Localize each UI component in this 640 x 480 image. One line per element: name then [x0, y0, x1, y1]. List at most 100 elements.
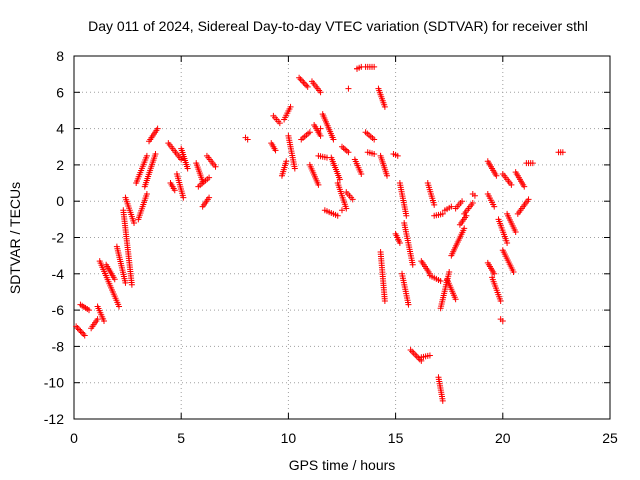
data-point [448, 203, 455, 210]
data-point [409, 348, 416, 355]
data-point [394, 152, 401, 159]
data-point [412, 351, 419, 358]
data-point [128, 281, 135, 288]
data-point [384, 172, 391, 179]
data-point [529, 160, 536, 167]
data-point [77, 327, 84, 334]
data-point [296, 74, 303, 81]
data-point [525, 196, 532, 203]
data-point [122, 279, 129, 286]
data-point [283, 158, 290, 165]
data-point [452, 296, 459, 303]
data-point [94, 316, 101, 323]
data-point [276, 120, 283, 127]
x-tick-label: 10 [281, 430, 297, 446]
data-point [297, 76, 304, 83]
y-tick-label: -10 [44, 375, 64, 391]
data-point [413, 353, 420, 360]
data-point [301, 80, 308, 87]
data-point [339, 207, 345, 214]
x-tick-label: 25 [602, 430, 618, 446]
data-point [78, 329, 85, 336]
data-point [349, 196, 356, 203]
data-point [409, 261, 416, 268]
data-point [317, 132, 324, 139]
data-point [272, 147, 279, 154]
data-point [410, 350, 417, 357]
data-point [493, 172, 500, 179]
x-tick-label: 15 [388, 430, 404, 446]
data-point [459, 198, 466, 205]
data-point [212, 163, 219, 170]
y-tick-label: 8 [56, 48, 64, 64]
data-point [371, 63, 378, 70]
data-point [206, 194, 213, 201]
y-tick-label: 4 [56, 121, 64, 137]
data-point [345, 85, 352, 92]
data-point [512, 229, 519, 236]
data-point [300, 79, 307, 86]
data-point [304, 83, 311, 90]
data-point [76, 326, 83, 333]
data-point [143, 190, 150, 197]
x-axis-label: GPS time / hours [289, 457, 396, 473]
data-point [381, 103, 388, 110]
data-point [403, 212, 410, 219]
y-tick-label: -8 [52, 338, 65, 354]
data-point [491, 203, 498, 210]
data-point [559, 149, 566, 156]
grid-lines [74, 56, 610, 419]
data-point [499, 317, 506, 324]
data-point [315, 181, 322, 188]
y-tick-label: -4 [52, 266, 65, 282]
data-point [381, 298, 388, 305]
data-point [437, 278, 444, 285]
data-point [471, 192, 478, 199]
data-point [461, 225, 468, 232]
x-tick-label: 5 [177, 430, 185, 446]
y-tick-label: 2 [56, 157, 64, 173]
data-point [358, 170, 365, 177]
data-point [491, 270, 498, 277]
data-point [180, 194, 187, 201]
data-points [73, 63, 566, 404]
y-tick-label: -2 [52, 230, 65, 246]
data-point [111, 276, 118, 283]
data-point [407, 347, 414, 354]
data-point [184, 165, 191, 172]
data-point [244, 136, 251, 143]
y-tick-label: 0 [56, 193, 64, 209]
data-point [86, 307, 93, 314]
data-point [521, 183, 528, 190]
data-point [354, 65, 361, 72]
data-point [330, 136, 337, 143]
data-point [439, 210, 446, 217]
data-point [469, 200, 476, 207]
data-point [298, 77, 305, 84]
data-point [508, 181, 515, 188]
y-tick-label: -12 [44, 411, 64, 427]
data-point [101, 317, 108, 324]
data-point [143, 152, 150, 159]
data-point [439, 397, 446, 404]
data-point [371, 136, 378, 143]
y-tick-label: 6 [56, 84, 64, 100]
y-axis-label: SDTVAR / TECUs [7, 182, 23, 294]
data-point [405, 301, 412, 308]
data-point [371, 151, 378, 158]
data-point [426, 352, 433, 359]
data-point [154, 125, 161, 132]
data-point [504, 239, 511, 246]
data-point [317, 125, 324, 132]
data-point [446, 268, 453, 275]
data-point [303, 82, 310, 89]
data-point [334, 212, 341, 219]
data-point [80, 330, 87, 337]
data-point [415, 354, 422, 361]
data-point [345, 149, 352, 156]
data-point [152, 151, 159, 158]
chart-title: Day 011 of 2024, Sidereal Day-to-day VTE… [88, 18, 588, 34]
data-point [396, 239, 403, 246]
